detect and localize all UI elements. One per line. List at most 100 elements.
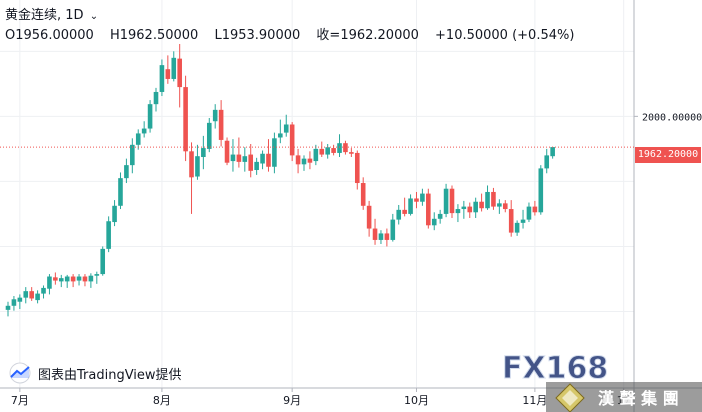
candle-body — [319, 148, 325, 155]
candle-body — [538, 168, 544, 213]
candle-body — [64, 276, 70, 282]
candle-body — [384, 233, 390, 240]
candle-body — [307, 158, 313, 163]
candle-body — [94, 274, 100, 276]
candle-body — [70, 276, 76, 282]
ohlc-legend: O1956.00000 H1962.50000 L1953.90000 收=19… — [5, 24, 586, 43]
candle-body — [17, 297, 23, 302]
candle-body — [230, 154, 236, 162]
x-axis-tick-label: 10月 — [404, 394, 429, 407]
candle-body — [349, 152, 354, 154]
brand-cjk-text: 漢 聲 集 團 — [598, 389, 679, 408]
low-value: L1953.90000 — [214, 28, 301, 43]
candle-body — [431, 218, 437, 226]
candle-body — [473, 201, 478, 213]
candle-body — [11, 299, 17, 306]
brand-emblem-icon — [555, 383, 585, 412]
candle-body — [544, 155, 550, 169]
candle-body — [23, 291, 29, 298]
candle-body — [325, 147, 330, 155]
change-value: +10.50000 (+0.54%) — [435, 28, 575, 43]
y-axis-tick-label: 2000.00000 — [642, 112, 702, 123]
candle-body — [153, 91, 159, 105]
symbol-title[interactable]: 黄金连续, 1D ⌄ — [5, 4, 98, 23]
candle-body — [526, 206, 532, 220]
candle-body — [35, 293, 40, 301]
candle-body — [461, 206, 467, 210]
candle-body — [354, 152, 360, 184]
chevron-down-icon[interactable]: ⌄ — [89, 11, 99, 22]
candle-body — [195, 156, 200, 177]
candle-body — [260, 153, 265, 164]
candle-body — [508, 209, 514, 233]
candle-body — [331, 148, 336, 153]
candle-body — [212, 109, 218, 122]
candle-body — [58, 278, 64, 282]
candle-body — [455, 209, 461, 214]
candle-body — [112, 205, 117, 223]
candle-body — [266, 153, 271, 167]
candle-body — [337, 143, 342, 153]
candle-body — [82, 276, 88, 282]
open-value: O1956.00000 — [5, 28, 94, 43]
x-axis-tick-label: 8月 — [153, 394, 171, 407]
candle-body — [514, 222, 520, 233]
candle-body — [449, 188, 455, 214]
candle-body — [360, 183, 366, 206]
candle-body — [124, 165, 129, 179]
candle-body — [532, 206, 538, 213]
candle-body — [171, 57, 177, 79]
candle-body — [420, 193, 425, 202]
candle-body — [41, 287, 46, 294]
brand-logo-text: FX168 — [502, 351, 608, 386]
candle-body — [100, 248, 106, 275]
candle-body — [390, 219, 396, 240]
fx168-watermark: FX168 漢 聲 集 團 — [502, 351, 702, 412]
high-value: H1962.50000 — [109, 28, 199, 43]
candle-body — [414, 198, 419, 202]
candle-body — [520, 219, 526, 223]
candle-body — [272, 138, 277, 167]
candle-body — [206, 122, 212, 149]
candle-body — [479, 201, 484, 209]
candle-body — [289, 124, 295, 156]
candle-body — [201, 148, 206, 158]
candle-body — [76, 276, 82, 281]
candle-body — [485, 191, 490, 209]
symbol-title-text: 黄金连续, 1D — [5, 8, 84, 23]
candle-body — [159, 65, 165, 92]
candle-body — [408, 198, 413, 214]
candle-body — [141, 128, 147, 134]
candle-body — [497, 203, 502, 207]
tradingview-logo-icon — [9, 362, 31, 384]
candle-body — [378, 233, 384, 240]
candle-body — [426, 193, 431, 226]
candle-body — [53, 277, 58, 281]
last-price-label: 1962.20000 — [635, 147, 701, 163]
candle-body — [218, 109, 224, 140]
candle-body — [147, 104, 153, 129]
candle-body — [313, 148, 319, 162]
candle-body — [248, 154, 254, 171]
candle-body — [47, 276, 52, 289]
candle-body — [550, 147, 555, 157]
candle-body — [443, 188, 449, 214]
candle-body — [283, 124, 289, 133]
candle-body — [467, 206, 473, 213]
x-axis-tick-label: 11月 — [522, 394, 547, 407]
candle-body — [301, 158, 307, 165]
candle-body — [177, 58, 182, 88]
candle-body — [502, 203, 508, 210]
candle-body — [5, 305, 11, 310]
candle-body — [189, 151, 194, 178]
candle-body — [295, 155, 301, 165]
close-value: 收=1962.20000 — [316, 28, 419, 43]
candle-body — [224, 140, 230, 163]
candle-body — [491, 191, 496, 207]
tradingview-attribution[interactable]: 图表由TradingView提供 — [6, 362, 182, 384]
candle-body — [135, 133, 141, 145]
candle-body — [402, 209, 407, 214]
candle-body — [29, 291, 34, 299]
